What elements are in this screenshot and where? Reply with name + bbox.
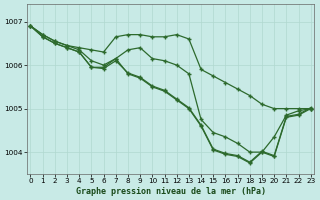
X-axis label: Graphe pression niveau de la mer (hPa): Graphe pression niveau de la mer (hPa) <box>76 187 266 196</box>
